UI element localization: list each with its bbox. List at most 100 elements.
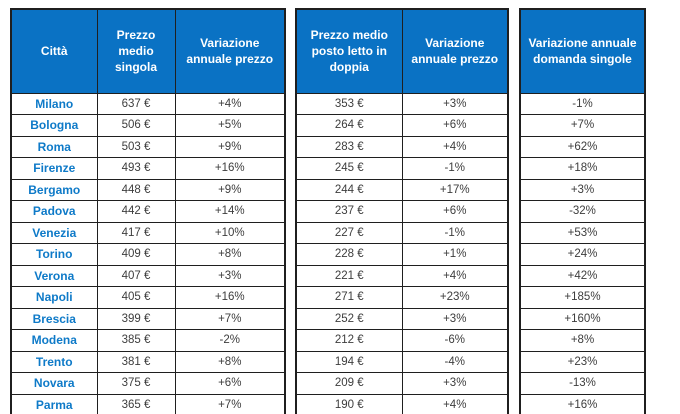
city-cell: Bergamo [10,178,98,201]
table-row: -32% [519,200,646,223]
table-row: Venezia 417 € +10% [10,221,286,244]
avg-price-single-cell: 503 € [96,135,176,158]
demand-variation-cell: -13% [519,372,646,395]
city-cell: Padova [10,200,98,223]
table-row: Padova 442 € +14% [10,200,286,223]
city-cell: Parma [10,393,98,414]
single-room-table-body: Milano 637 € +4% Bologna 506 € +5% Roma 503 € +9… [10,92,286,414]
table-row: +185% [519,286,646,309]
price-variation-cell: +10% [174,221,286,244]
table-row: Bologna 506 € +5% [10,114,286,137]
table-row: -13% [519,372,646,395]
avg-price-single-cell: 506 € [96,114,176,137]
avg-price-single-cell: 442 € [96,200,176,223]
demand-variation-cell: +42% [519,264,646,287]
price-variation-cell: -6% [401,329,509,352]
demand-variation-cell: +18% [519,157,646,180]
price-variation-cell: -1% [401,157,509,180]
price-variation-cell: -4% [401,350,509,373]
price-variation-cell: +7% [174,307,286,330]
table-row: +42% [519,264,646,287]
city-cell: Brescia [10,307,98,330]
price-variation-cell: +17% [401,178,509,201]
avg-price-single-cell: 637 € [96,92,176,115]
table-row: Torino 409 € +8% [10,243,286,266]
avg-price-double-bed-cell: 194 € [295,350,403,373]
table-row: +23% [519,350,646,373]
price-variation-cell: +16% [174,157,286,180]
city-cell: Napoli [10,286,98,309]
table-row: Brescia 399 € +7% [10,307,286,330]
demand-variation-cell: -32% [519,200,646,223]
table-row: Roma 503 € +9% [10,135,286,158]
city-cell: Venezia [10,221,98,244]
table-row: 227 € -1% [295,221,509,244]
demand-variation-cell: +7% [519,114,646,137]
single-room-price-table: Città Prezzo medio singola Variazione an… [10,8,286,414]
header-annual-price-variation: Variazione annuale prezzo [401,8,509,94]
price-variation-cell: +7% [174,393,286,414]
price-variation-cell: +5% [174,114,286,137]
table-row: 190 € +4% [295,393,509,414]
price-variation-cell: +3% [401,92,509,115]
table-row: Firenze 493 € +16% [10,157,286,180]
demand-variation-cell: +185% [519,286,646,309]
table-row: -1% [519,92,646,115]
table-row: Verona 407 € +3% [10,264,286,287]
avg-price-double-bed-cell: 212 € [295,329,403,352]
table-row: 221 € +4% [295,264,509,287]
table-row: 353 € +3% [295,92,509,115]
table-row: Bergamo 448 € +9% [10,178,286,201]
table-row: +18% [519,157,646,180]
table-row: +8% [519,329,646,352]
avg-price-double-bed-cell: 353 € [295,92,403,115]
header-avg-price-single: Prezzo medio singola [96,8,176,94]
avg-price-double-bed-cell: 244 € [295,178,403,201]
city-cell: Trento [10,350,98,373]
table-header-row: Città Prezzo medio singola Variazione an… [10,8,286,94]
avg-price-double-bed-cell: 228 € [295,243,403,266]
demand-variation-cell: +160% [519,307,646,330]
table-row: 237 € +6% [295,200,509,223]
price-variation-cell: +16% [174,286,286,309]
avg-price-single-cell: 405 € [96,286,176,309]
price-variation-cell: +1% [401,243,509,266]
header-city: Città [10,8,98,94]
price-variation-cell: +6% [401,114,509,137]
demand-variation-cell: -1% [519,92,646,115]
price-variation-cell: +9% [174,178,286,201]
price-variation-cell: +8% [174,350,286,373]
table-row: Napoli 405 € +16% [10,286,286,309]
table-row: +3% [519,178,646,201]
table-row: Trento 381 € +8% [10,350,286,373]
avg-price-single-cell: 493 € [96,157,176,180]
double-bed-table-body: 353 € +3% 264 € +6% 283 € +4% 245 € -1% 244 € +17… [295,92,509,414]
table-row: 271 € +23% [295,286,509,309]
price-variation-cell: +6% [174,372,286,395]
table-row: 283 € +4% [295,135,509,158]
city-cell: Milano [10,92,98,115]
table-header-row: Variazione annuale domanda singole [519,8,646,94]
table-row: 209 € +3% [295,372,509,395]
city-cell: Roma [10,135,98,158]
avg-price-double-bed-cell: 190 € [295,393,403,414]
demand-variation-cell: +53% [519,221,646,244]
table-row: 245 € -1% [295,157,509,180]
price-variation-cell: +23% [401,286,509,309]
table-row: 244 € +17% [295,178,509,201]
table-row: +53% [519,221,646,244]
price-variation-cell: +4% [401,264,509,287]
price-variation-cell: +4% [401,135,509,158]
avg-price-single-cell: 407 € [96,264,176,287]
table-row: +62% [519,135,646,158]
avg-price-single-cell: 375 € [96,372,176,395]
price-variation-cell: -2% [174,329,286,352]
avg-price-single-cell: 448 € [96,178,176,201]
demand-variation-cell: +3% [519,178,646,201]
header-avg-price-double-bed: Prezzo medio posto letto in doppia [295,8,403,94]
avg-price-single-cell: 381 € [96,350,176,373]
avg-price-double-bed-cell: 283 € [295,135,403,158]
table-row: 194 € -4% [295,350,509,373]
header-annual-price-variation: Variazione annuale prezzo [174,8,286,94]
price-variation-cell: +3% [401,372,509,395]
